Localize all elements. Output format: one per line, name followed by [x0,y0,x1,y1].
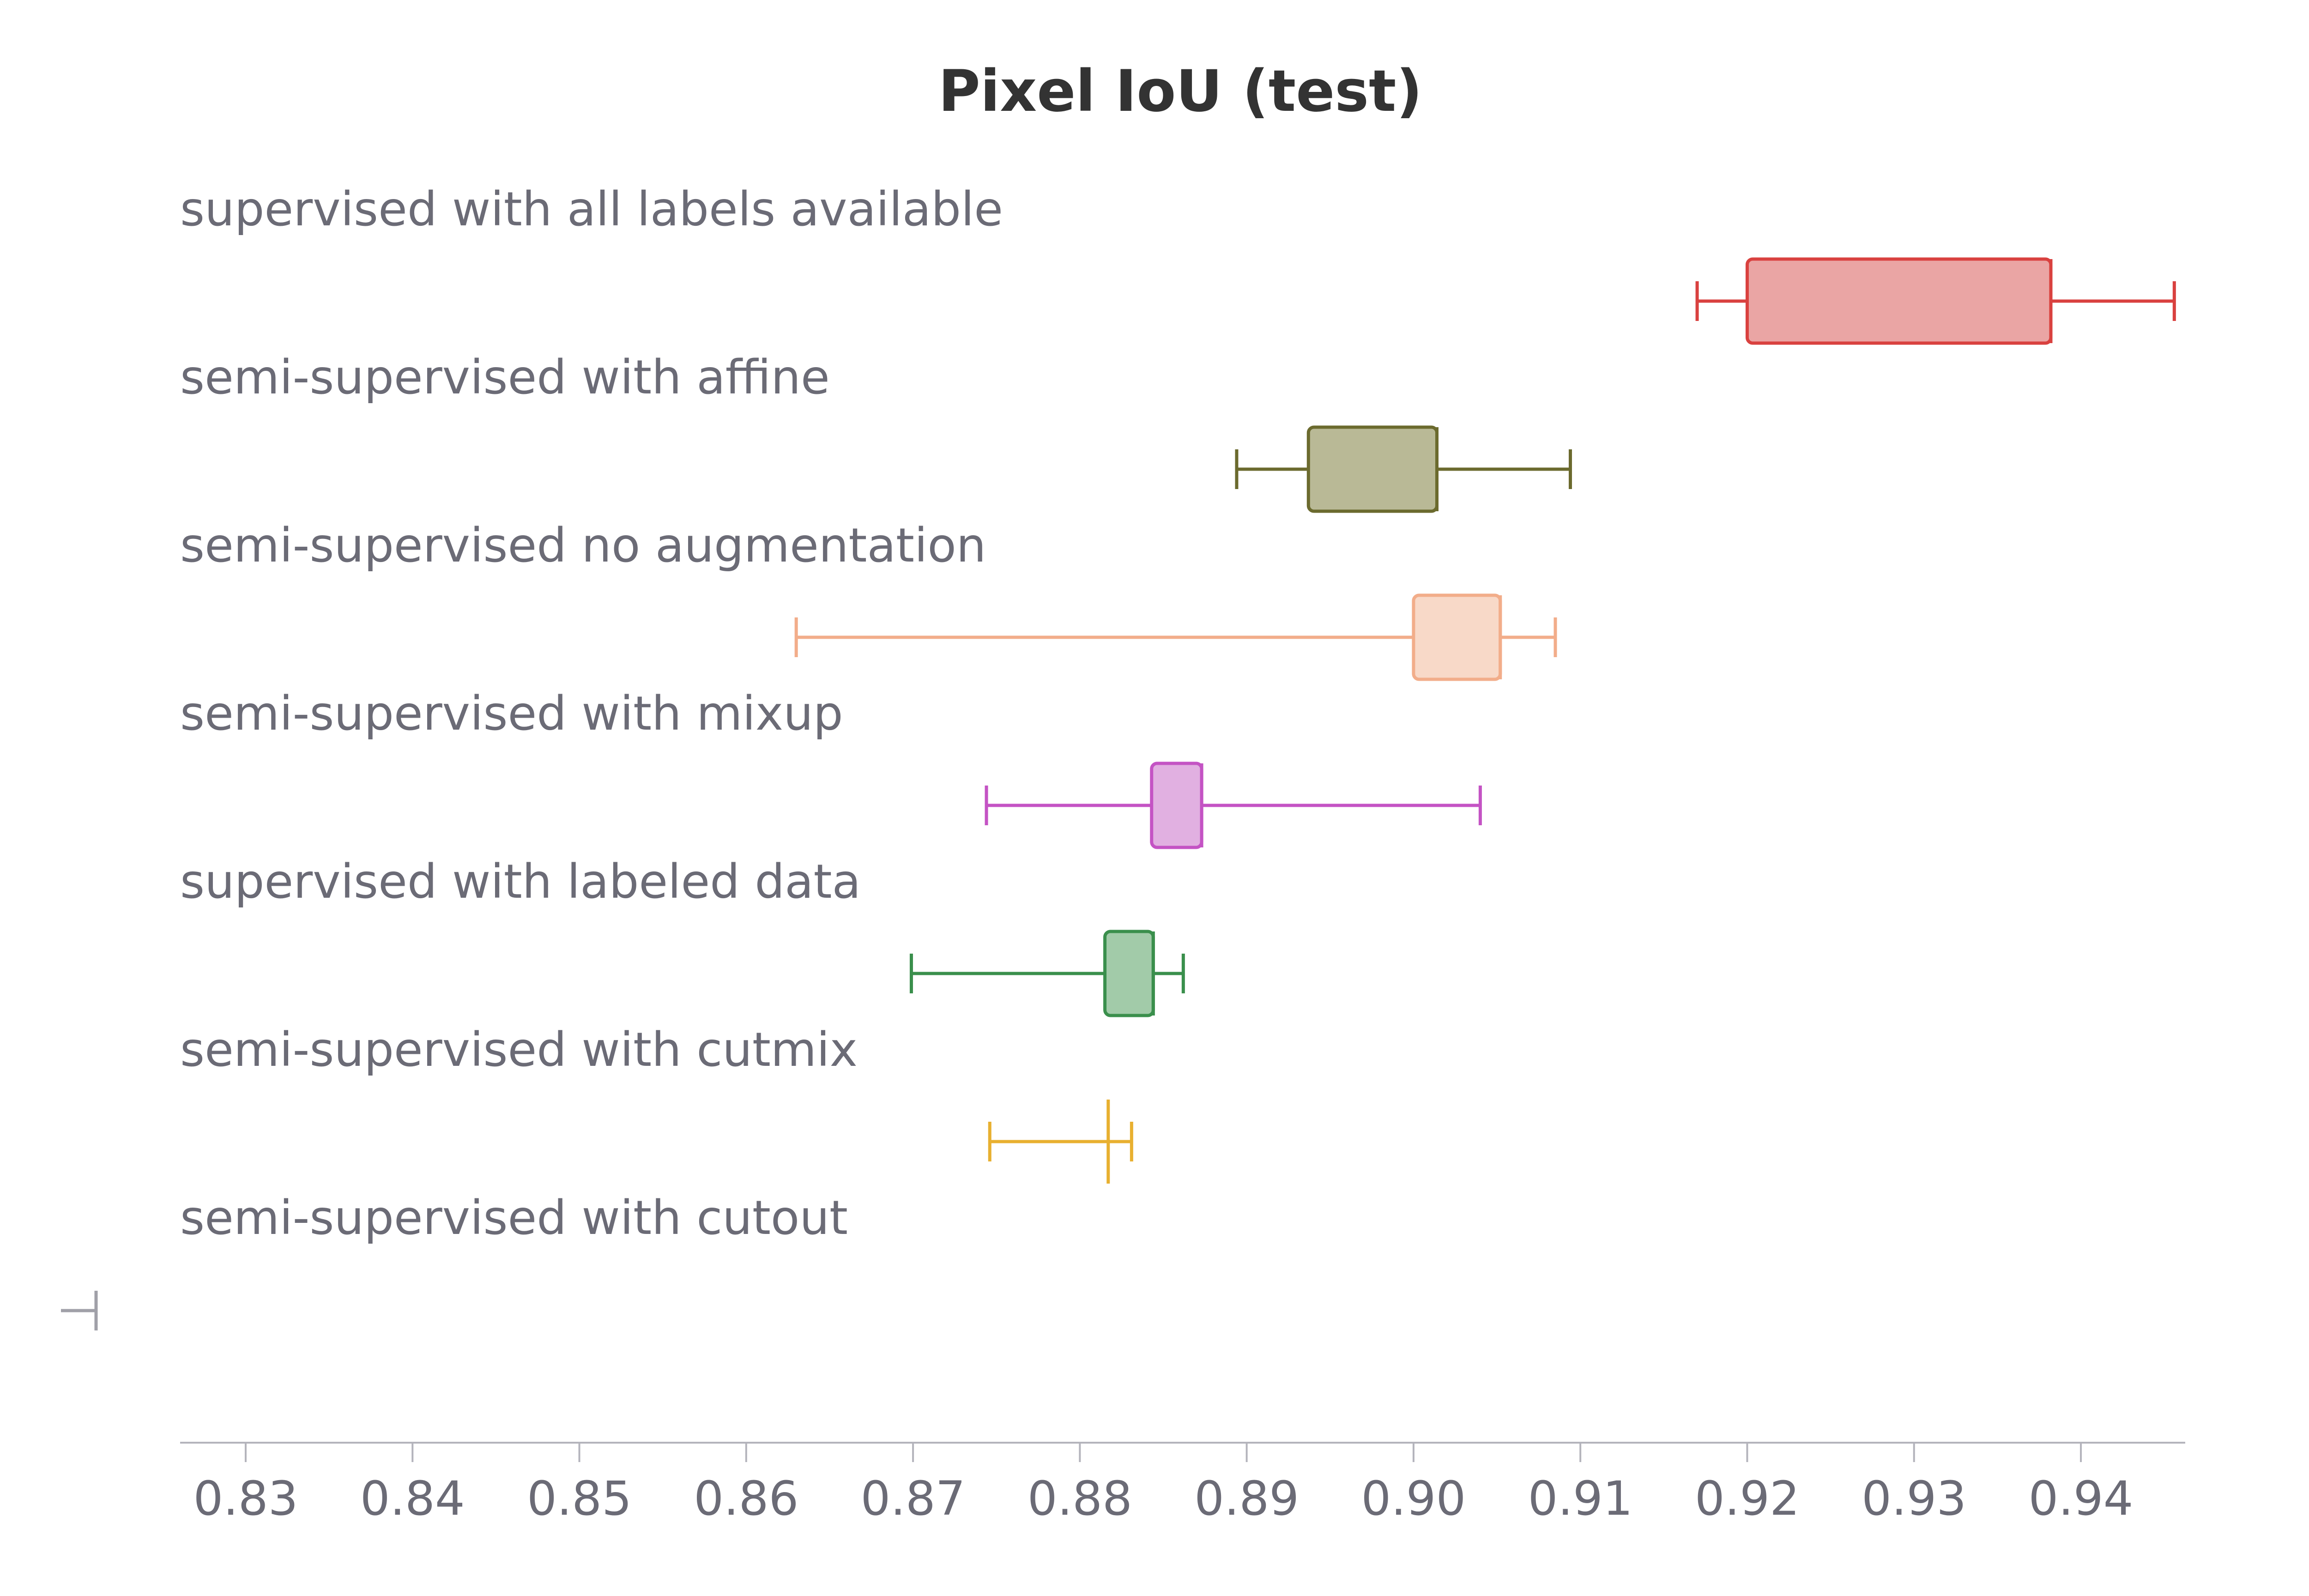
category-label: supervised with labeled data [180,854,861,909]
box-row-2: semi-supervised no augmentation [180,518,1557,681]
x-tick-label: 0.93 [1862,1471,1966,1526]
iqr-box [1150,762,1203,849]
iqr-box [1103,930,1155,1017]
box-row-0: supervised with all labels available [180,182,2176,345]
category-label: semi-supervised with affine [180,350,830,405]
x-tick-label: 0.89 [1194,1471,1299,1526]
x-axis: 0.83 0.84 0.85 0.86 0.87 0.88 0.89 0.90 0.91 0.92… [180,1442,2185,1526]
x-tick-label: 0.83 [193,1471,298,1526]
x-tick-label: 0.91 [1528,1471,1633,1526]
series-rows: supervised with all labels available semi… [61,182,2176,1330]
x-tick-label: 0.94 [2028,1471,2133,1526]
box-row-6: semi-supervised with cutout [61,1191,848,1330]
chart-title: Pixel IoU (test) [938,58,1422,125]
x-tick-label: 0.92 [1695,1471,1800,1526]
x-tick-label: 0.85 [527,1471,632,1526]
box-row-5: semi-supervised with cutmix [180,1022,1133,1184]
box-row-4: supervised with labeled data [180,854,1185,1017]
x-tick-label: 0.84 [360,1471,465,1526]
x-tick-label: 0.88 [1028,1471,1132,1526]
category-label: semi-supervised no augmentation [180,518,986,573]
iqr-box [1412,593,1502,681]
iqr-box [1306,425,1439,513]
category-label: semi-supervised with mixup [180,686,843,741]
box-row-3: semi-supervised with mixup [180,686,1482,849]
category-label: semi-supervised with cutmix [180,1022,858,1077]
category-label: semi-supervised with cutout [180,1191,848,1245]
x-tick-label: 0.90 [1361,1471,1466,1526]
category-label: supervised with all labels available [180,182,1003,237]
iqr-box [1745,257,2053,345]
box-row-1: semi-supervised with affine [180,350,1572,513]
x-tick-label: 0.87 [861,1471,966,1526]
x-tick-label: 0.86 [694,1471,798,1526]
